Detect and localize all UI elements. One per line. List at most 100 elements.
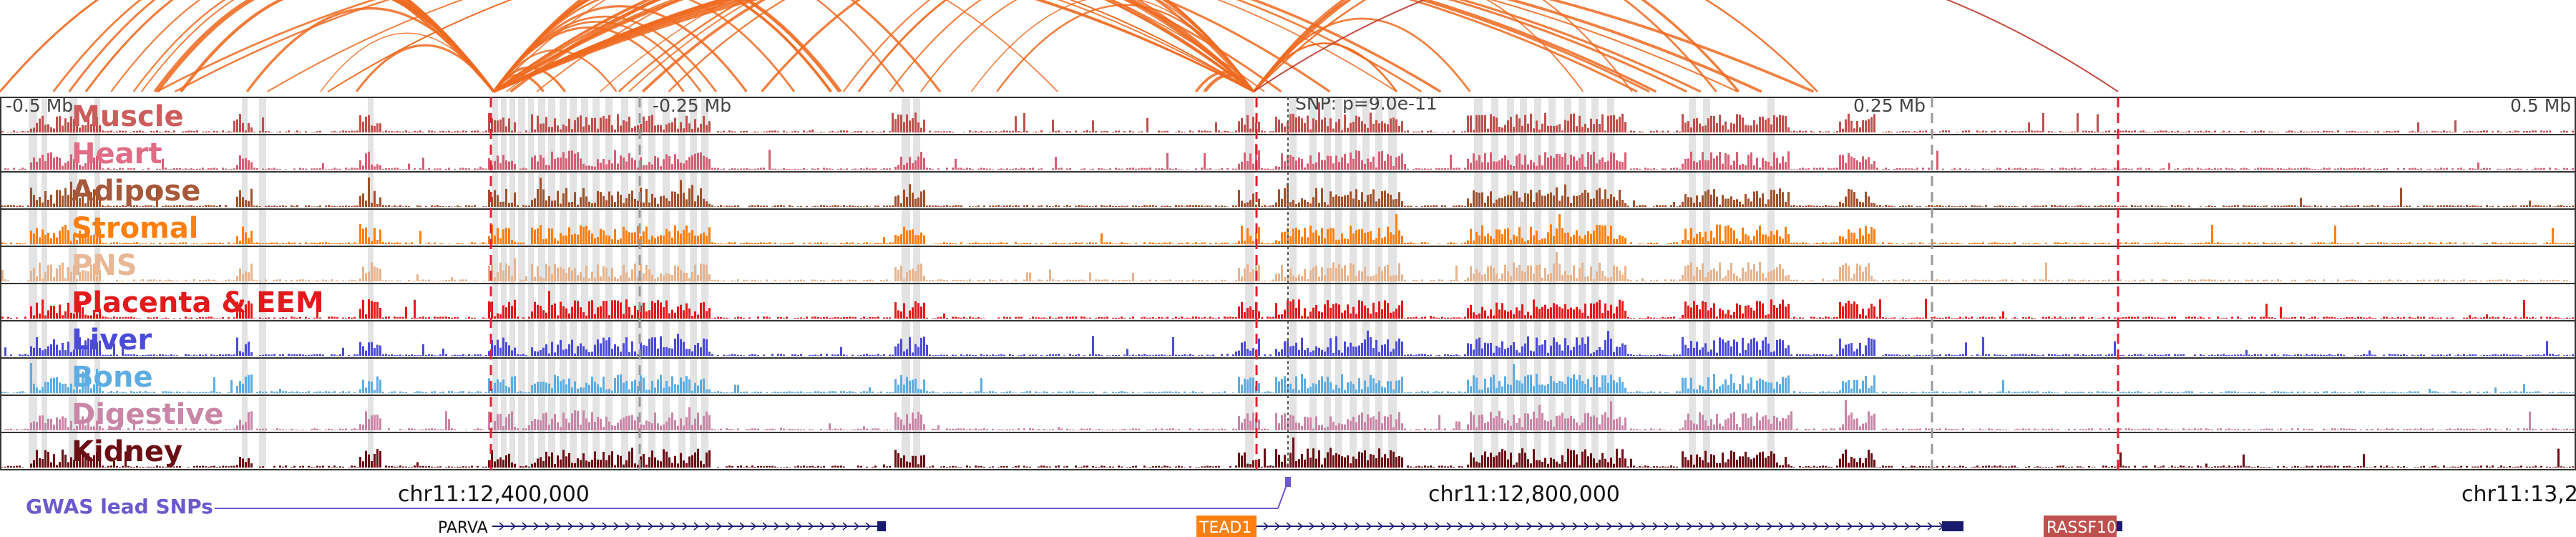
strand-arrow	[1755, 522, 1762, 531]
exon-block	[2117, 521, 2122, 531]
strand-arrow	[613, 522, 620, 531]
strand-arrow	[1847, 522, 1853, 531]
strand-arrow	[1297, 522, 1304, 531]
scale-label-minus-half-mb: -0.5 Mb	[6, 95, 73, 116]
loop-arc	[157, 0, 495, 93]
loop-arc	[970, 0, 1254, 92]
strand-arrow	[842, 522, 849, 531]
loop-arc	[1252, 0, 1740, 93]
strand-arrow	[1549, 522, 1556, 531]
strand-arrow	[556, 522, 562, 531]
loop-arc	[493, 0, 1762, 93]
strand-arrow	[602, 522, 608, 531]
strand-arrow	[670, 522, 677, 531]
scale-label-plus-quarter-mb: 0.25 Mb	[1853, 95, 1926, 116]
strand-arrow	[1274, 522, 1281, 531]
strand-arrow	[1584, 522, 1590, 531]
strand-arrow	[1698, 522, 1704, 531]
strand-arrow	[590, 522, 597, 531]
strand-arrow	[1538, 522, 1544, 531]
strand-arrow	[1480, 522, 1487, 531]
strand-arrow	[774, 522, 780, 531]
loop-arc	[1252, 0, 1717, 92]
strand-arrow	[1469, 522, 1475, 531]
coordinate-label-middle: chr11:12,800,000	[1428, 482, 1620, 507]
strand-arrow	[1813, 522, 1819, 531]
strand-arrow	[522, 522, 528, 531]
strand-arrow	[705, 522, 711, 531]
strand-arrow	[1400, 522, 1407, 531]
strand-arrow	[1652, 522, 1659, 531]
loop-arc	[641, 0, 1255, 93]
strand-arrow	[1435, 522, 1441, 531]
strand-arrow	[1778, 522, 1785, 531]
loop-arc	[493, 0, 1657, 93]
track-label-digestive: Digestive	[72, 398, 224, 431]
strand-arrow	[1801, 522, 1807, 531]
strand-arrow	[1629, 522, 1636, 531]
strand-arrow	[533, 522, 540, 531]
loop-arc	[1252, 17, 1471, 92]
coordinate-label-right: chr11:13,200,000	[2462, 482, 2576, 507]
track-label-bone: Bone	[72, 361, 153, 394]
track-label-heart: Heart	[72, 137, 162, 170]
strand-arrow	[1881, 522, 1888, 531]
exon-block	[1942, 521, 1963, 531]
strand-arrow	[819, 522, 826, 531]
track-label-pns: PNS	[72, 249, 137, 282]
gwas-lead-snps-label: GWAS lead SNPs	[26, 495, 213, 518]
strand-arrow	[739, 522, 746, 531]
strand-arrow	[728, 522, 734, 531]
track-signal	[1, 363, 2574, 393]
loop-arc	[1253, 42, 1397, 92]
track-label-stromal: Stromal	[72, 212, 199, 245]
strand-arrow	[1286, 522, 1292, 531]
track-label-muscle: Muscle	[72, 100, 184, 133]
strand-arrow	[1606, 522, 1613, 531]
strand-arrow	[716, 522, 723, 531]
strand-arrow	[1423, 522, 1430, 531]
strand-arrow	[1767, 522, 1773, 531]
strand-arrow	[1595, 522, 1601, 531]
strand-arrow	[1835, 522, 1842, 531]
strand-arrow	[1709, 522, 1716, 531]
track-signal	[1, 102, 2574, 132]
loop-arc	[536, 0, 1254, 92]
strand-arrow	[567, 522, 574, 531]
strand-arrow	[1503, 522, 1510, 531]
loop-arc	[492, 0, 942, 92]
loop-arc	[492, 0, 904, 92]
strand-arrow	[1458, 522, 1464, 531]
loop-arc	[492, 21, 702, 92]
chromatin-loop-arcs	[0, 0, 2119, 93]
strand-arrow	[1515, 522, 1521, 531]
gene-label-tead1: TEAD1	[1199, 519, 1252, 537]
track-label-placenta-eem: Placenta & EEM	[72, 286, 324, 319]
loop-arc	[132, 0, 494, 92]
strand-arrow	[636, 522, 643, 531]
strand-arrow	[625, 522, 631, 531]
scale-label-plus-half-mb: 0.5 Mb	[2510, 95, 2571, 116]
loop-arc	[1253, 0, 2119, 92]
strand-arrow	[1343, 522, 1350, 531]
loop-arc	[618, 0, 1254, 92]
loop-arc	[0, 0, 495, 92]
strand-arrow	[1389, 522, 1395, 531]
loop-arc	[1253, 0, 1818, 92]
strand-arrow	[1687, 522, 1693, 531]
gene-box-tead1	[1196, 516, 1257, 537]
strand-arrow	[1858, 522, 1865, 531]
gene-label-parva: PARVA	[438, 519, 488, 537]
strand-arrow	[1618, 522, 1624, 531]
strand-arrow	[1572, 522, 1579, 531]
loop-arc	[493, 0, 1442, 93]
loop-arc	[493, 0, 1397, 92]
strand-arrow	[1263, 522, 1269, 531]
track-signal	[1, 177, 2574, 207]
strand-arrow	[545, 522, 551, 531]
track-signal	[1, 437, 2574, 468]
loop-arc	[493, 0, 1702, 93]
track-labels: Muscle Heart Adipose Stromal PNS Placent…	[72, 100, 324, 468]
loop-arc	[153, 0, 495, 93]
